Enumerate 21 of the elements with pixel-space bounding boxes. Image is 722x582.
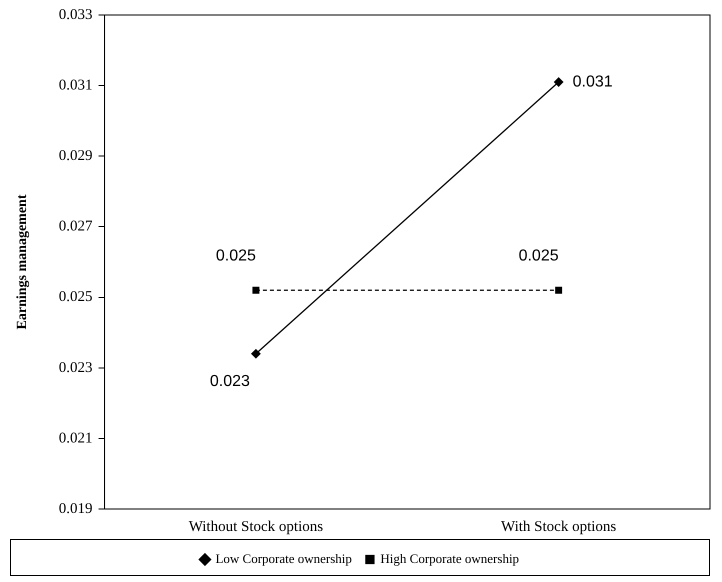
data-label: 0.023: [210, 373, 250, 390]
legend-label: Low Corporate ownership: [215, 550, 352, 566]
x-tick-label: With Stock options: [501, 518, 616, 535]
data-label: 0.031: [572, 73, 613, 90]
y-tick-label: 0.019: [58, 500, 93, 517]
y-tick-label: 0.033: [58, 6, 93, 23]
y-tick-label: 0.027: [58, 218, 94, 235]
y-tick-label: 0.031: [58, 78, 93, 94]
y-tick-label: 0.025: [58, 289, 93, 306]
point: [251, 349, 261, 358]
y-tick-label: 0.021: [58, 430, 93, 446]
point: [555, 286, 562, 294]
x-tick-label: Without Stock options: [188, 518, 324, 535]
data-label: 0.025: [518, 248, 559, 265]
y-tick-label: 0.023: [58, 360, 93, 376]
y-axis-title: Earnings management: [15, 194, 30, 330]
data-label: 0.025: [216, 248, 256, 265]
y-tick-label: 0.029: [58, 148, 93, 164]
point: [554, 77, 564, 87]
point: [252, 286, 260, 294]
legend-label: High Corporate ownership: [380, 550, 520, 566]
